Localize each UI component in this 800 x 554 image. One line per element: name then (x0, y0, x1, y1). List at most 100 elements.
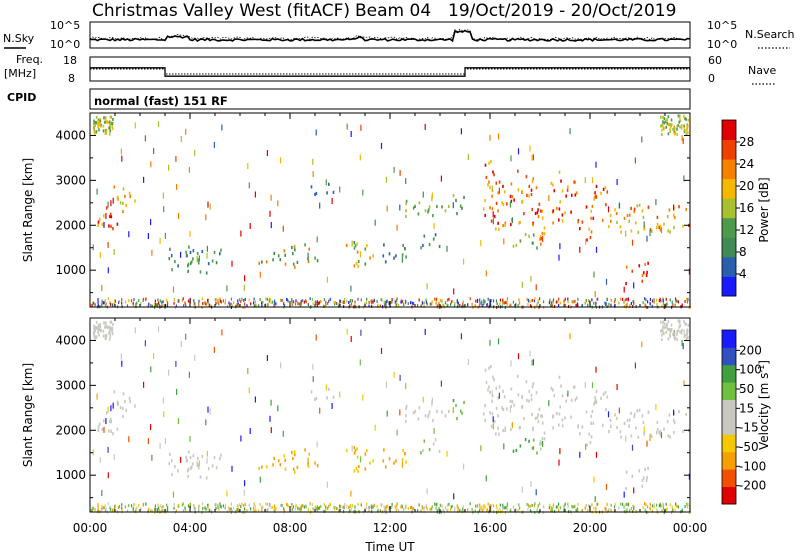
velocity-cell (651, 509, 653, 513)
power-cell (292, 262, 295, 266)
velocity-cell (296, 465, 299, 469)
velocity-cell (482, 509, 484, 513)
power-cell (316, 300, 318, 304)
power-cell (357, 259, 360, 264)
power-cell (351, 299, 353, 303)
velocity-cell (204, 506, 206, 510)
velocity-cell (676, 332, 678, 336)
velocity-cell (353, 451, 356, 455)
velocity-cell (331, 403, 333, 409)
velocity-cell (405, 404, 408, 408)
velocity-cell (644, 502, 646, 506)
velocity-cell (574, 504, 576, 508)
velocity-ytick-label: 3000 (55, 378, 86, 392)
power-cell (312, 302, 314, 306)
velocity-cell (685, 322, 687, 326)
power-colorbar-segment (722, 120, 736, 140)
power-cell (414, 204, 416, 208)
velocity-cell (549, 503, 551, 507)
power-cell (353, 264, 356, 268)
velocity-cell (653, 505, 655, 509)
velocity-cell (98, 333, 100, 337)
power-cell (129, 194, 131, 199)
velocity-cell (356, 447, 358, 451)
velocity-cell (297, 506, 299, 510)
time-axis-labels: 00:00 04:00 08:00 12:00 16:00 20:00 00:00 (73, 521, 708, 535)
velocity-cell (412, 506, 414, 510)
time-tick-label: 12:00 (373, 521, 408, 535)
power-cell (469, 297, 471, 301)
velocity-cell (93, 327, 95, 330)
power-ytick-label: 3000 (55, 173, 86, 187)
velocity-cell (207, 467, 210, 471)
power-cell (624, 298, 626, 302)
power-cell (198, 302, 200, 306)
power-cell (248, 298, 250, 302)
power-cell (495, 181, 498, 185)
velocity-cell (643, 426, 645, 433)
velocity-cell (109, 417, 112, 421)
velocity-cell (518, 503, 520, 507)
power-cell (140, 302, 142, 306)
power-cell (236, 303, 238, 307)
velocity-cell (410, 506, 412, 510)
velocity-cell (504, 506, 506, 510)
power-cell (667, 115, 670, 119)
power-cell (396, 297, 398, 301)
power-cell (214, 298, 216, 302)
velocity-cell (610, 508, 612, 512)
power-cell (280, 157, 282, 164)
velocity-cell (502, 407, 505, 412)
power-cell (159, 299, 161, 303)
power-cell (641, 209, 644, 213)
velocity-cell (198, 460, 200, 467)
velocity-cell (111, 329, 113, 333)
power-cell (463, 258, 465, 265)
power-cell (644, 262, 646, 266)
power-cell (435, 298, 437, 302)
velocity-cell (668, 413, 671, 417)
power-cell (444, 301, 447, 305)
velocity-cell (674, 508, 676, 512)
velocity-cell (108, 337, 111, 341)
power-cell (262, 300, 264, 304)
velocity-cell (206, 450, 208, 457)
power-cell (506, 302, 508, 306)
velocity-cell (111, 508, 114, 512)
power-cell (432, 237, 435, 241)
power-cell (683, 128, 686, 132)
velocity-cell (683, 319, 685, 323)
velocity-cell (270, 427, 272, 434)
velocity-cell (292, 505, 295, 509)
power-cell (517, 303, 519, 307)
power-cell (366, 244, 368, 248)
velocity-cell (525, 380, 528, 384)
power-cell (504, 301, 506, 305)
power-cell (189, 250, 192, 254)
power-cell (493, 215, 496, 219)
power-cell (189, 230, 191, 237)
velocity-cell (585, 410, 588, 414)
power-cell (207, 298, 209, 302)
power-cell (400, 300, 402, 304)
velocity-cell (248, 387, 250, 394)
power-cell (294, 265, 296, 269)
velocity-cell (453, 493, 455, 500)
velocity-cell (671, 505, 673, 509)
power-cell (355, 261, 358, 265)
velocity-cell (532, 438, 535, 442)
velocity-cell (517, 508, 519, 512)
power-cell (515, 302, 517, 306)
velocity-cell (426, 507, 428, 511)
velocity-cell (550, 506, 552, 510)
velocity-cell (118, 505, 121, 508)
velocity-cell (388, 507, 390, 510)
velocity-cell (479, 506, 481, 510)
power-cell (243, 284, 245, 291)
power-cell (670, 118, 673, 122)
power-cell (438, 244, 441, 249)
velocity-cell (557, 505, 559, 509)
power-cell (270, 194, 272, 201)
power-cell (92, 301, 94, 305)
velocity-cell (510, 404, 513, 408)
